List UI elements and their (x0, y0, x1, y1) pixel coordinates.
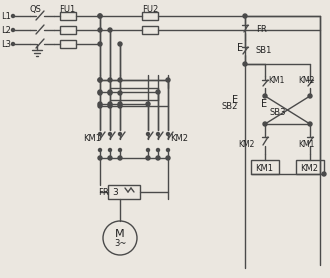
Text: KM2: KM2 (238, 140, 254, 148)
Circle shape (322, 172, 326, 176)
Text: SB2: SB2 (222, 101, 238, 110)
Circle shape (308, 94, 312, 98)
Bar (60, 26, 76, 34)
Circle shape (118, 102, 122, 106)
Circle shape (118, 91, 122, 95)
Text: 3: 3 (112, 187, 118, 197)
Bar (108, 185, 140, 199)
Text: FR: FR (98, 187, 109, 197)
Circle shape (108, 156, 112, 160)
Circle shape (118, 156, 122, 160)
Text: KM2: KM2 (170, 133, 188, 143)
Circle shape (98, 102, 102, 106)
Circle shape (98, 14, 102, 18)
Bar (60, 12, 76, 20)
Circle shape (108, 90, 112, 94)
Bar (296, 160, 324, 174)
Text: E: E (232, 95, 238, 105)
Circle shape (147, 133, 149, 135)
Circle shape (308, 122, 312, 126)
Circle shape (166, 78, 170, 82)
Circle shape (156, 156, 160, 160)
Text: KM2: KM2 (300, 163, 318, 173)
Circle shape (12, 43, 15, 46)
Text: KM2: KM2 (298, 76, 314, 85)
Circle shape (98, 104, 102, 108)
Circle shape (98, 42, 102, 46)
Circle shape (118, 148, 121, 152)
Circle shape (98, 91, 102, 95)
Text: QS: QS (30, 4, 42, 14)
Circle shape (109, 133, 112, 135)
Circle shape (12, 29, 15, 31)
Text: L1: L1 (1, 11, 11, 21)
Circle shape (146, 102, 150, 106)
Text: FU2: FU2 (142, 4, 158, 14)
Circle shape (263, 94, 267, 98)
Circle shape (167, 148, 170, 152)
Circle shape (118, 78, 122, 82)
Circle shape (108, 78, 112, 82)
Circle shape (147, 148, 149, 152)
Circle shape (243, 62, 247, 66)
Circle shape (156, 90, 160, 94)
Circle shape (146, 156, 150, 160)
Text: 3~: 3~ (114, 239, 126, 247)
Circle shape (98, 133, 102, 135)
Circle shape (12, 14, 15, 18)
Circle shape (263, 122, 267, 126)
Circle shape (108, 28, 112, 32)
Circle shape (98, 156, 102, 160)
Circle shape (108, 91, 112, 95)
Circle shape (118, 133, 121, 135)
Circle shape (118, 104, 122, 108)
Circle shape (98, 78, 102, 82)
Circle shape (98, 28, 102, 32)
Text: KM1: KM1 (298, 140, 314, 148)
Circle shape (167, 133, 170, 135)
Circle shape (98, 90, 102, 94)
Circle shape (98, 148, 102, 152)
Bar (142, 12, 158, 20)
Text: FU1: FU1 (59, 4, 75, 14)
Text: KM1: KM1 (83, 133, 101, 143)
Text: KM1: KM1 (268, 76, 284, 85)
Circle shape (98, 78, 102, 82)
Circle shape (166, 156, 170, 160)
Text: E: E (261, 99, 267, 109)
Text: KM1: KM1 (255, 163, 273, 173)
Text: SB1: SB1 (255, 46, 271, 54)
Bar (142, 26, 158, 34)
Text: SB3: SB3 (269, 108, 285, 116)
Circle shape (108, 104, 112, 108)
Circle shape (156, 133, 159, 135)
Circle shape (98, 14, 102, 18)
Text: L3: L3 (1, 39, 11, 48)
Text: FR: FR (256, 24, 267, 34)
Bar (60, 40, 76, 48)
Circle shape (118, 42, 122, 46)
Bar (251, 160, 279, 174)
Circle shape (243, 14, 247, 18)
Text: E: E (237, 43, 243, 53)
Circle shape (156, 148, 159, 152)
Circle shape (108, 102, 112, 106)
Text: L2: L2 (1, 26, 11, 34)
Circle shape (109, 148, 112, 152)
Text: M: M (115, 229, 125, 239)
